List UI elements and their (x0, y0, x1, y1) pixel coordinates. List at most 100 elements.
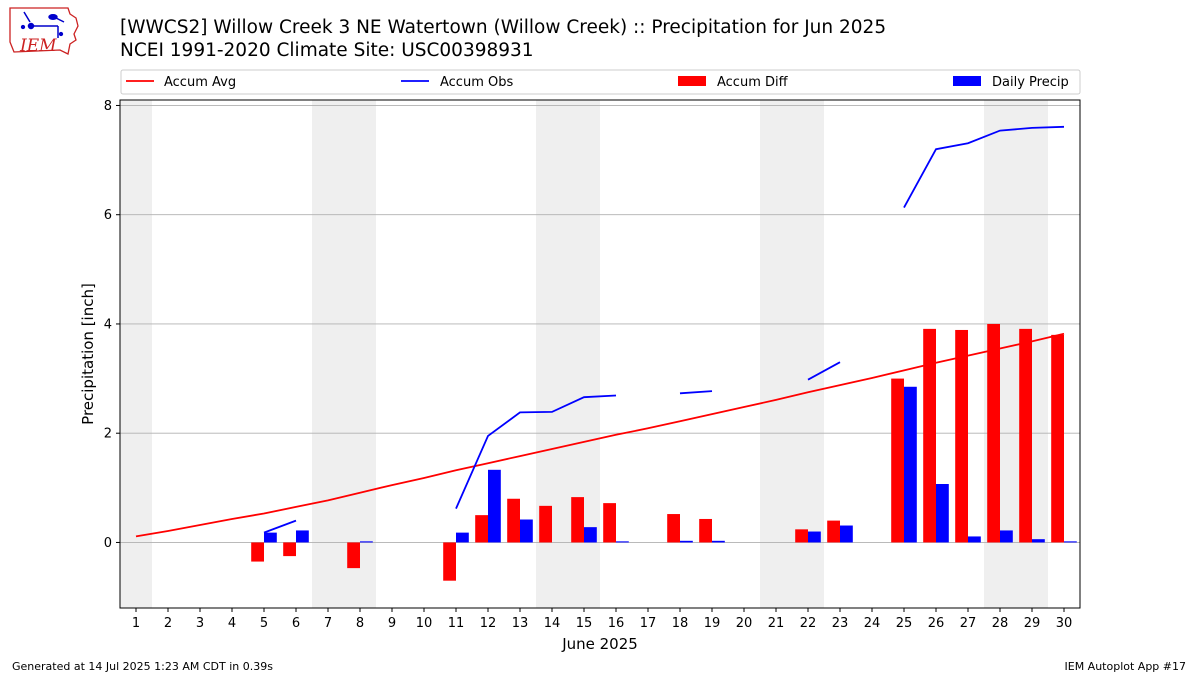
daily-precip-bar-day-12 (488, 469, 501, 543)
x-tick-label-27: 27 (960, 616, 977, 631)
accum-diff-bar-day-16 (603, 503, 616, 543)
plot-frame (119, 99, 1081, 609)
bars (251, 323, 1077, 581)
x-tick-label-7: 7 (324, 616, 332, 631)
accum-diff-bar-day-5 (251, 542, 264, 562)
x-tick-label-19: 19 (704, 616, 721, 631)
daily-precip-bar-day-30 (1064, 541, 1077, 543)
footer-app-text: IEM Autoplot App #17 (1064, 660, 1187, 673)
lines (135, 125, 1065, 538)
daily-precip-bar-day-6 (296, 530, 309, 543)
accum-diff-bar-day-6 (283, 542, 296, 557)
legend-label-accum-diff: Accum Diff (717, 75, 789, 90)
accum-diff-bar-day-29 (1019, 328, 1032, 543)
daily-precip-bar-day-8 (360, 541, 373, 543)
grid-lines (120, 105, 1080, 543)
y-axis: 0 2 4 6 8 (104, 99, 120, 551)
accum-diff-bar-day-18 (667, 514, 680, 543)
x-tick-label-3: 3 (196, 616, 204, 631)
daily-precip-bar-day-18 (680, 540, 693, 543)
legend-frame (120, 69, 1081, 95)
weekend-band-day-7 (312, 100, 344, 608)
y-tick-label-0: 0 (104, 536, 112, 551)
y-axis-label: Precipitation [inch] (79, 283, 97, 425)
accum-diff-bar-day-8 (347, 542, 360, 569)
daily-precip-bar-day-16 (616, 541, 629, 543)
x-tick-label-12: 12 (480, 616, 497, 631)
daily-precip-bar-day-23 (840, 525, 853, 543)
x-tick-label-2: 2 (164, 616, 172, 631)
legend-label-daily-precip: Daily Precip (992, 75, 1069, 90)
x-tick-label-9: 9 (388, 616, 396, 631)
x-axis: 1 2 3 4 5 6 7 8 9 10 11 12 13 14 15 16 17 18 19 20 21 22 23 24 2… (132, 608, 1072, 631)
x-tick-label-13: 13 (512, 616, 529, 631)
state-outline-icon (9, 7, 79, 55)
y-tick-label-2: 2 (104, 427, 112, 442)
weekend-band-day-1 (120, 100, 152, 608)
y-tick-label-8: 8 (104, 99, 112, 114)
legend: Accum Avg Accum Obs Accum Diff Daily Pre… (120, 69, 1081, 95)
x-tick-label-1: 1 (132, 616, 140, 631)
x-tick-label-28: 28 (992, 616, 1009, 631)
accum-diff-bar-day-30 (1051, 334, 1064, 543)
accum-diff-bar-day-27 (955, 329, 968, 543)
iem-logo: IEM (9, 7, 79, 56)
x-tick-label-21: 21 (768, 616, 785, 631)
accum-diff-bar-day-12 (475, 515, 488, 543)
x-tick-label-17: 17 (640, 616, 657, 631)
chart-subtitle: NCEI 1991-2020 Climate Site: USC00398931 (120, 40, 534, 61)
accum-diff-bar-day-13 (507, 498, 520, 543)
legend-label-accum-avg: Accum Avg (164, 75, 236, 90)
accum-diff-bar-day-14 (539, 505, 552, 543)
footer-generated-text: Generated at 14 Jul 2025 1:23 AM CDT in … (12, 660, 273, 673)
x-tick-label-29: 29 (1024, 616, 1041, 631)
daily-precip-bar-day-25 (904, 386, 917, 543)
daily-precip-bar-day-13 (520, 519, 533, 543)
weather-instrument-icon (20, 11, 65, 38)
accum-diff-bar-day-28 (987, 323, 1000, 543)
accum-obs-line-segment-5 (903, 125, 1065, 209)
legend-swatch-accum-diff (678, 76, 706, 86)
daily-precip-bar-day-5 (264, 532, 277, 543)
x-axis-label: June 2025 (561, 635, 638, 653)
x-tick-label-20: 20 (736, 616, 753, 631)
daily-precip-bar-day-29 (1032, 539, 1045, 543)
accum-diff-bar-day-11 (443, 542, 456, 581)
chart-title: [WWCS2] Willow Creek 3 NE Watertown (Wil… (120, 17, 887, 38)
weekend-band-day-8 (344, 100, 376, 608)
daily-precip-bar-day-19 (712, 540, 725, 543)
x-tick-label-22: 22 (800, 616, 817, 631)
weekend-band-day-21 (760, 100, 792, 608)
daily-precip-bar-day-27 (968, 536, 981, 543)
x-tick-label-15: 15 (576, 616, 593, 631)
x-tick-label-30: 30 (1056, 616, 1073, 631)
accum-obs-line-segment-3 (679, 390, 713, 395)
x-tick-label-10: 10 (416, 616, 433, 631)
accum-avg-line-segment-1 (135, 332, 1065, 538)
accum-diff-bar-day-23 (827, 520, 840, 543)
x-tick-label-23: 23 (832, 616, 849, 631)
accum-obs-line-segment-2 (455, 394, 617, 509)
x-tick-label-5: 5 (260, 616, 268, 631)
daily-precip-bar-day-11 (456, 532, 469, 543)
accum-obs-line-segment-1 (263, 519, 297, 534)
accum-diff-bar-day-15 (571, 497, 584, 543)
x-tick-label-8: 8 (356, 616, 364, 631)
y-tick-label-6: 6 (104, 208, 112, 223)
daily-precip-bar-day-28 (1000, 530, 1013, 543)
x-tick-label-24: 24 (864, 616, 881, 631)
x-tick-label-4: 4 (228, 616, 236, 631)
x-tick-label-11: 11 (448, 616, 465, 631)
x-tick-label-25: 25 (896, 616, 913, 631)
daily-precip-bar-day-15 (584, 527, 597, 543)
accum-diff-bar-day-25 (891, 378, 904, 543)
daily-precip-bar-day-22 (808, 531, 821, 543)
y-tick-label-4: 4 (104, 317, 112, 332)
daily-precip-bar-day-26 (936, 484, 949, 543)
accum-diff-bar-day-26 (923, 328, 936, 543)
weekend-band-day-22 (792, 100, 824, 608)
legend-swatch-daily-precip (953, 76, 981, 86)
legend-label-accum-obs: Accum Obs (440, 75, 513, 90)
x-tick-label-18: 18 (672, 616, 689, 631)
